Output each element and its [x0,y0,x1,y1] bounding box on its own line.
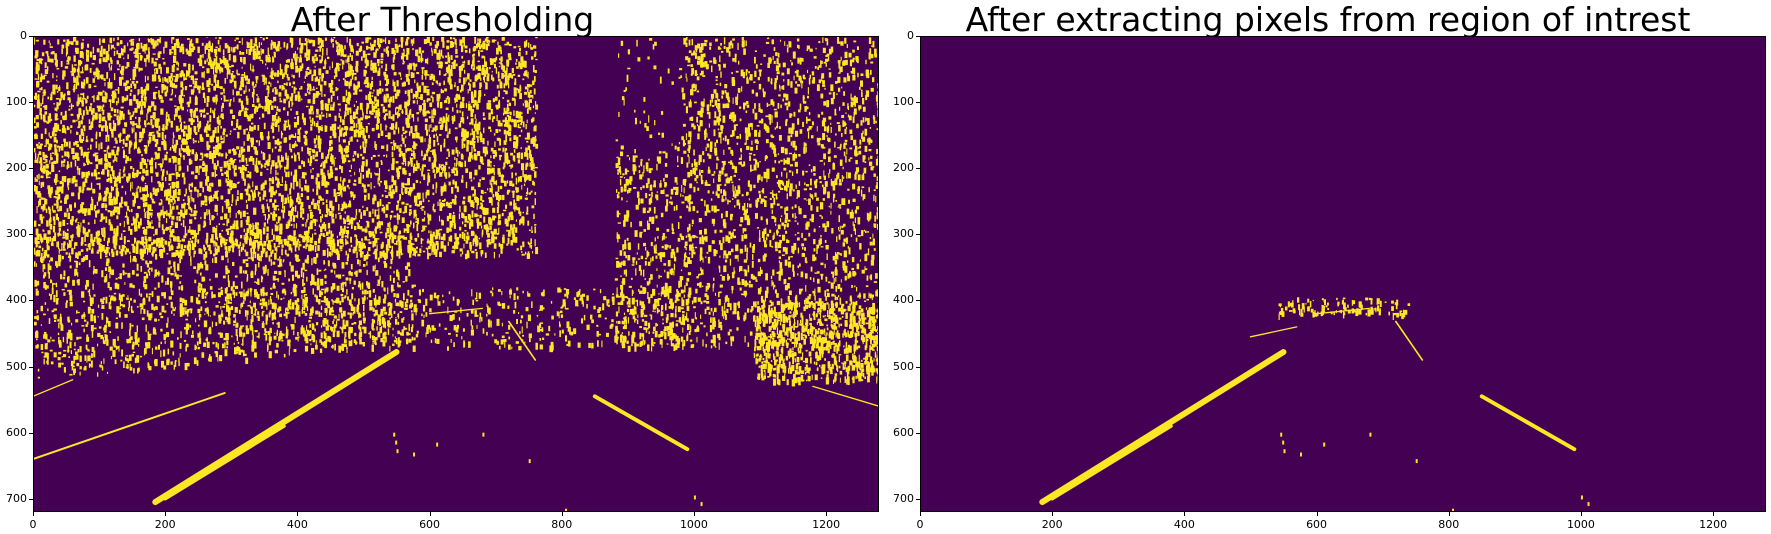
horizon-noise [218,287,697,353]
y-tick-mark [916,366,920,368]
car-noise [753,300,879,387]
right-panel: After extracting pixels from region of i… [885,0,1771,534]
y-tick-mark [29,234,33,236]
left-panel-title: After Thresholding [290,0,595,39]
y-tick-label: 0 [907,29,914,42]
y-tick-label: 100 [6,95,27,109]
x-tick-label: 600 [1306,518,1328,531]
y-tick-mark [916,102,920,104]
x-tick-mark [1316,512,1318,516]
x-tick-mark [1184,512,1186,516]
full-right-lane-line [592,394,690,452]
y-tick-label: 500 [6,359,27,373]
y-tick-mark [29,498,33,500]
x-tick-mark [1052,512,1054,516]
y-tick-label: 0 [20,29,27,42]
y-tick-mark [916,36,920,37]
left-lower-foliage-noise [33,234,419,379]
x-tick-label: 400 [1173,518,1195,531]
full-left-lane-line [152,349,400,506]
roi-image [920,36,1766,512]
y-tick-label: 600 [893,425,914,439]
full-center-dash-upper [508,320,537,361]
y-tick-mark [916,432,920,434]
x-tick-label: 800 [1438,518,1460,531]
y-tick-mark [29,168,33,170]
y-tick-mark [29,300,33,302]
x-tick-mark [297,512,299,516]
right-panel-title: After extracting pixels from region of i… [965,0,1691,39]
roi-right-lane-line [1479,394,1577,452]
x-tick-label: 1200 [1699,518,1728,531]
y-tick-label: 400 [893,293,914,307]
full-horizon-line [428,307,484,315]
y-tick-mark [916,234,920,236]
x-tick-mark [33,512,34,516]
x-tick-mark [693,512,695,516]
x-tick-label: 200 [1041,518,1063,531]
right-road-edge [812,385,879,407]
roi-left-lane-line [1039,349,1287,506]
x-tick-mark [1448,512,1450,516]
y-tick-mark [916,168,920,170]
y-tick-mark [29,102,33,104]
x-tick-label: 800 [551,518,573,531]
left-foliage-noise [33,36,539,261]
x-tick-mark [429,512,431,516]
y-tick-mark [916,498,920,500]
thresholded-image [33,36,879,512]
x-tick-mark [1580,512,1582,516]
y-tick-mark [29,432,33,434]
x-tick-label: 400 [286,518,308,531]
x-tick-mark [920,512,921,516]
y-tick-mark [29,366,33,368]
x-tick-label: 1000 [1566,518,1595,531]
x-tick-mark [1713,512,1715,516]
y-tick-mark [916,300,920,302]
y-tick-label: 500 [893,359,914,373]
y-tick-label: 200 [893,161,914,175]
y-tick-label: 100 [893,95,914,109]
x-tick-label: 1000 [679,518,708,531]
full-left-lane-edge [163,424,286,501]
y-tick-label: 200 [6,161,27,175]
roi-left-lane-edge [1050,424,1173,501]
roi-center-dash-upper [1395,320,1424,361]
y-tick-label: 300 [6,227,27,241]
y-tick-mark [29,36,33,37]
x-tick-label: 0 [916,518,924,531]
left-road-edge [33,392,226,461]
roi-horizon-noise [1278,297,1411,321]
left-panel: After Thresholding 0 100 200 300 400 500 600 70… [0,0,885,534]
x-tick-mark [165,512,167,516]
roi-left-far-line [1249,326,1298,338]
x-tick-label: 200 [154,518,176,531]
y-tick-label: 600 [6,425,27,439]
roi-road-specks [1280,432,1590,512]
y-tick-label: 300 [893,227,914,241]
x-tick-mark [826,512,828,516]
x-tick-label: 1200 [812,518,841,531]
y-tick-label: 700 [6,491,27,505]
y-tick-label: 400 [6,293,27,307]
x-tick-mark [561,512,563,516]
x-tick-label: 600 [419,518,441,531]
left-curb-line [33,379,74,397]
y-tick-label: 700 [893,491,914,505]
roi-horizon-line [1315,307,1371,315]
full-road-specks [393,432,703,512]
x-tick-label: 0 [29,518,37,531]
